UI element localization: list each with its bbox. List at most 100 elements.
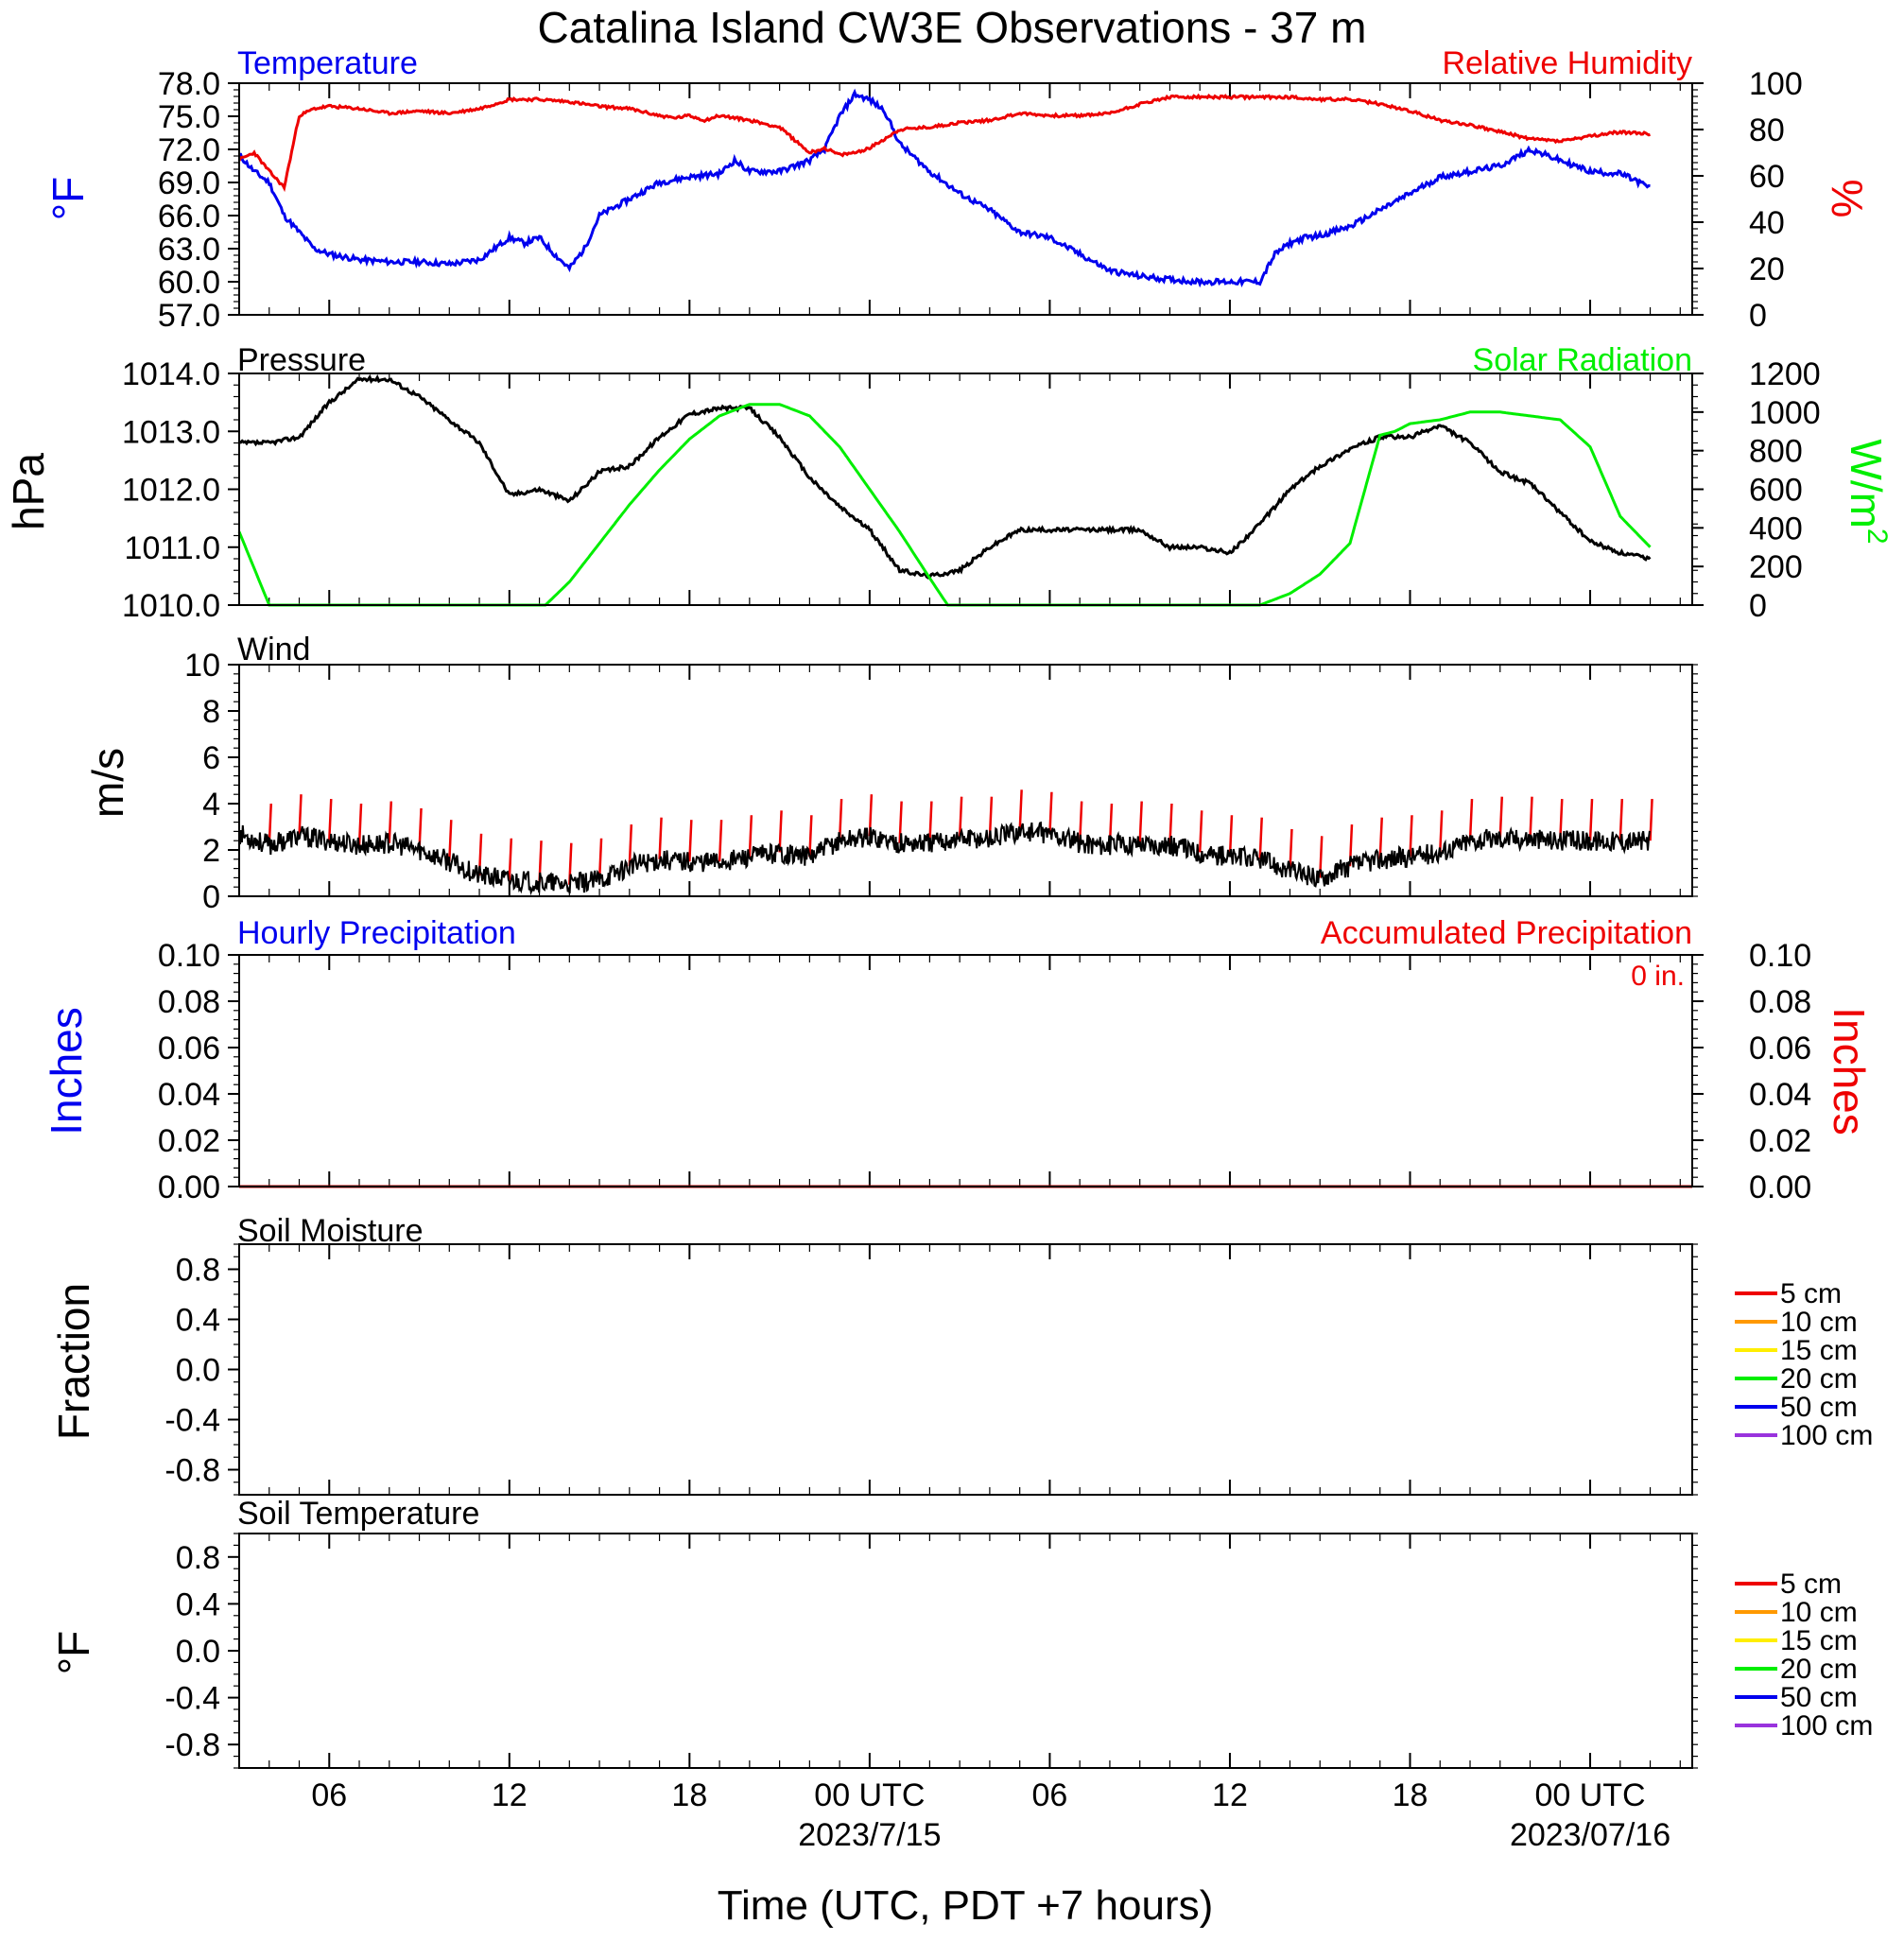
wind-barb: [748, 815, 753, 858]
time-axis-label: Time (UTC, PDT +7 hours): [718, 1882, 1213, 1929]
legend-label: 100 cm: [1780, 1710, 1873, 1742]
pressure-ytick-label: 1014.0: [122, 356, 220, 392]
wind-barb: [1438, 810, 1444, 853]
solar-title: Solar Radiation: [1473, 342, 1692, 378]
soil-temperature-ytick-label: 0.0: [176, 1634, 220, 1670]
temperature-ytick-label: 69.0: [158, 165, 220, 201]
wind-barb: [1529, 796, 1533, 839]
legend-label: 10 cm: [1780, 1307, 1858, 1338]
soil-moisture-title: Soil Moisture: [237, 1213, 424, 1249]
wind-barb: [928, 801, 933, 843]
wind-ylabel: m/s: [83, 748, 132, 818]
wind-plot-frame: [238, 664, 1693, 897]
pressure-plot-frame: [238, 373, 1693, 606]
wind-ytick-label: 2: [202, 833, 220, 869]
temperature-ytick-label: 78.0: [158, 66, 220, 102]
precip-right-ytick-label: 0.02: [1749, 1123, 1811, 1159]
temperature-right-ytick-label: 100: [1749, 66, 1803, 102]
wind-barb: [1618, 799, 1624, 841]
soil-temperature-ytick-label: 0.4: [176, 1586, 220, 1622]
soil-moisture-ytick-label: 0.4: [176, 1303, 220, 1339]
temperature-ytick-label: 63.0: [158, 232, 220, 268]
precip-right-ytick-label: 0.04: [1749, 1077, 1811, 1113]
temperature-right-ytick-label: 80: [1749, 113, 1785, 148]
pressure-ytick-label: 1013.0: [122, 414, 220, 450]
soil-moisture-ytick-label: -0.4: [164, 1403, 220, 1439]
wind-barb: [1048, 791, 1053, 834]
wind-barb: [898, 801, 903, 843]
wind-barb: [298, 794, 303, 837]
temperature-ylabel: °F: [43, 177, 93, 221]
panel-temperature-humidity: Temperature Relative Humidity °F % 78.07…: [43, 45, 1872, 334]
panel-soil-moisture: Soil Moisture Fraction 0.8 0.4 0.0 -0.4 -0.8…: [49, 1213, 1873, 1496]
temperature-right-ytick-label: 40: [1749, 205, 1785, 241]
wind-barb: [1168, 803, 1173, 846]
wind-barb: [628, 823, 633, 867]
temperature-ytick-label: 75.0: [158, 99, 220, 135]
wind-barb: [328, 799, 333, 841]
soil-temperature-ylabel: °F: [49, 1631, 98, 1675]
precip-right-ytick-label: 0.06: [1749, 1031, 1811, 1066]
precip-ytick-label: 0.10: [158, 938, 220, 974]
legend-label: 5 cm: [1780, 1568, 1842, 1600]
wind-barb: [448, 820, 453, 862]
wind-barb: [808, 815, 813, 858]
wind-barb: [1498, 796, 1504, 839]
wind-barb: [718, 820, 723, 862]
pressure-right-ytick-label: 1200: [1749, 356, 1821, 392]
temperature-ytick-label: 72.0: [158, 132, 220, 168]
precip-ytick-label: 0.00: [158, 1170, 220, 1205]
pressure-ytick-label: 1011.0: [125, 530, 220, 566]
time-tick-label: 06: [1032, 1777, 1068, 1813]
soil-temperature-ytick-label: -0.8: [164, 1727, 220, 1763]
wind-barb: [658, 817, 663, 859]
wind-barb: [1258, 817, 1263, 859]
wind-barb: [1468, 799, 1474, 841]
wind-barb: [958, 796, 963, 839]
wind-title: Wind: [237, 632, 310, 667]
solar-ylabel: W/m2: [1842, 439, 1893, 544]
temperature-ytick-label: 60.0: [158, 265, 220, 301]
time-tick-label: 00 UTC: [814, 1777, 925, 1813]
temperature-title: Temperature: [237, 45, 418, 81]
panel-pressure-solar: Pressure Solar Radiation hPa W/m2 1014.0…: [4, 342, 1893, 624]
legend-label: 100 cm: [1780, 1420, 1873, 1451]
wind-ytick-label: 10: [184, 648, 220, 684]
soil-temperature-plot-frame: [238, 1533, 1693, 1769]
wind-barb: [1198, 810, 1203, 853]
accum-precip-title: Accumulated Precipitation: [1321, 915, 1692, 951]
legend-label: 20 cm: [1780, 1363, 1858, 1395]
pressure-ylabel: hPa: [4, 453, 53, 530]
time-tick-label: 12: [1212, 1777, 1248, 1813]
wind-barb: [508, 838, 513, 880]
wind-barb: [778, 810, 783, 853]
wind-barb: [1409, 815, 1413, 858]
wind-barb: [1018, 789, 1023, 832]
panel-wind: Wind m/s 10 8 6 4 2 0: [83, 632, 1698, 915]
wind-barb: [357, 803, 363, 846]
date-tick-label: 2023/7/15: [798, 1817, 941, 1853]
pressure-right-ytick-label: 600: [1749, 473, 1803, 509]
wind-ytick-label: 0: [202, 879, 220, 915]
time-tick-label: 00 UTC: [1534, 1777, 1645, 1813]
precip-plot-frame: [238, 954, 1693, 1187]
legend-label: 10 cm: [1780, 1597, 1858, 1628]
humidity-line: [237, 93, 1651, 193]
soil-moisture-ylabel: Fraction: [49, 1283, 98, 1440]
soil-temperature-ytick-label: 0.8: [176, 1540, 220, 1576]
precip-right-ytick-label: 0.00: [1749, 1170, 1811, 1205]
precip-ytick-label: 0.04: [158, 1077, 220, 1113]
wind-barb: [1378, 817, 1383, 859]
pressure-right-ytick-label: 1000: [1749, 395, 1821, 431]
solar-ylabel-base: W/m: [1842, 439, 1891, 529]
soil-moisture-ytick-label: 0.0: [176, 1353, 220, 1389]
pressure-right-ytick-label: 800: [1749, 434, 1803, 470]
pressure-right-ytick-label: 400: [1749, 511, 1803, 546]
pressure-right-ytick-label: 0: [1749, 588, 1767, 624]
date-tick-label: 2023/07/16: [1510, 1817, 1670, 1853]
pressure-right-ytick-label: 200: [1749, 549, 1803, 585]
humidity-title: Relative Humidity: [1442, 45, 1692, 81]
temperature-ytick-label: 57.0: [158, 298, 220, 334]
